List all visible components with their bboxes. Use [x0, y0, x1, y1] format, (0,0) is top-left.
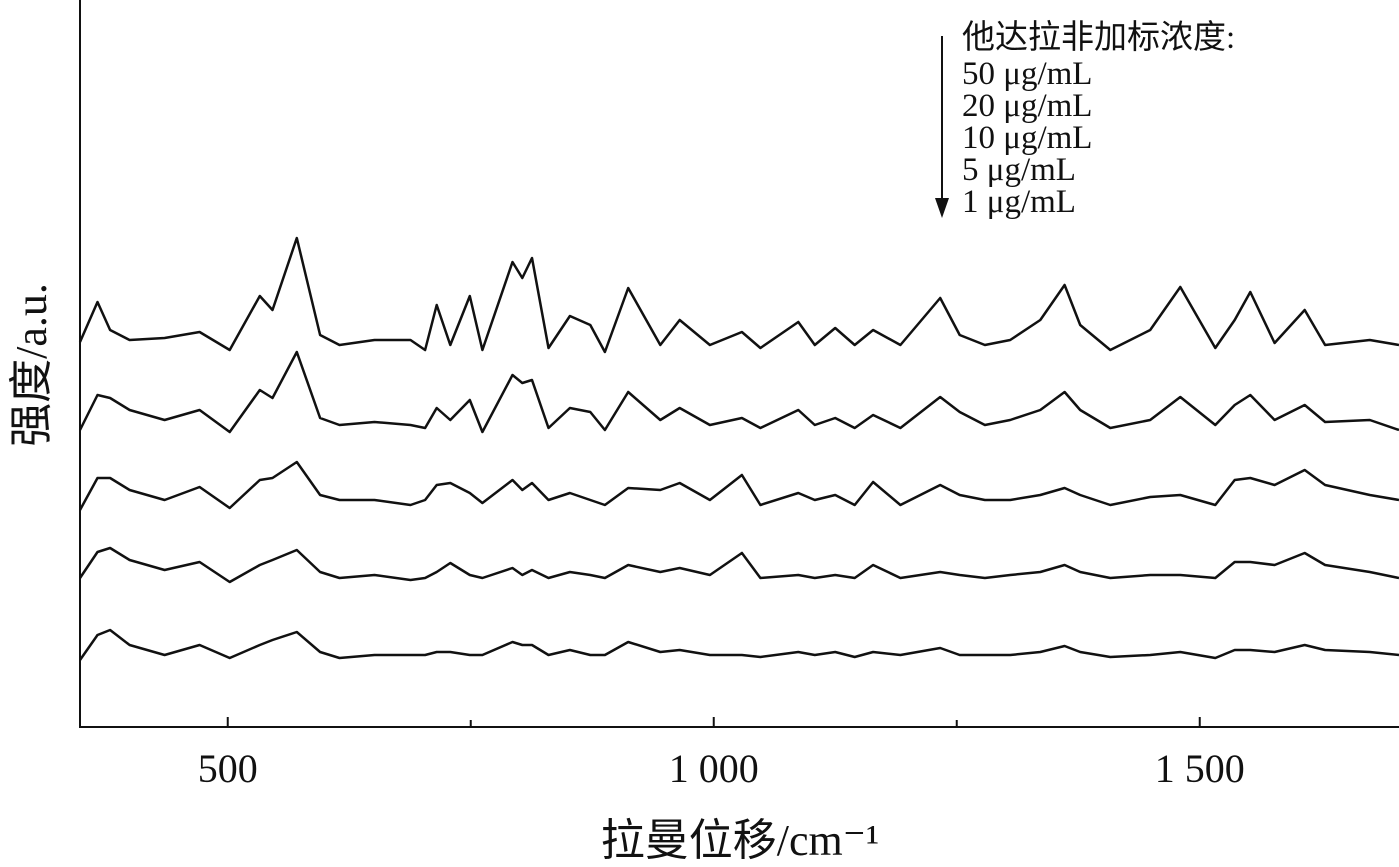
spectrum-line	[78, 546, 1399, 584]
spectrum-line	[78, 460, 1399, 511]
x-tick-label: 500	[198, 746, 258, 791]
legend-label: 20 μg/mL	[962, 88, 1092, 124]
spectrum-line	[78, 628, 1399, 661]
legend-label: 5 μg/mL	[962, 152, 1076, 188]
legend-label: 50 μg/mL	[962, 56, 1092, 92]
x-axis-label: 拉曼位移/cm⁻¹	[601, 816, 879, 865]
spectrum-line	[78, 236, 1399, 354]
legend-label: 1 μg/mL	[962, 184, 1076, 220]
spectrum-line	[78, 350, 1399, 434]
x-tick-label: 1 500	[1155, 746, 1245, 791]
y-axis-label: 强度/a.u.	[7, 283, 56, 447]
legend-arrowhead	[935, 198, 949, 218]
legend-title: 他达拉非加标浓度:	[962, 19, 1235, 56]
legend-label: 10 μg/mL	[962, 120, 1092, 156]
x-tick-label: 1 000	[669, 746, 759, 791]
